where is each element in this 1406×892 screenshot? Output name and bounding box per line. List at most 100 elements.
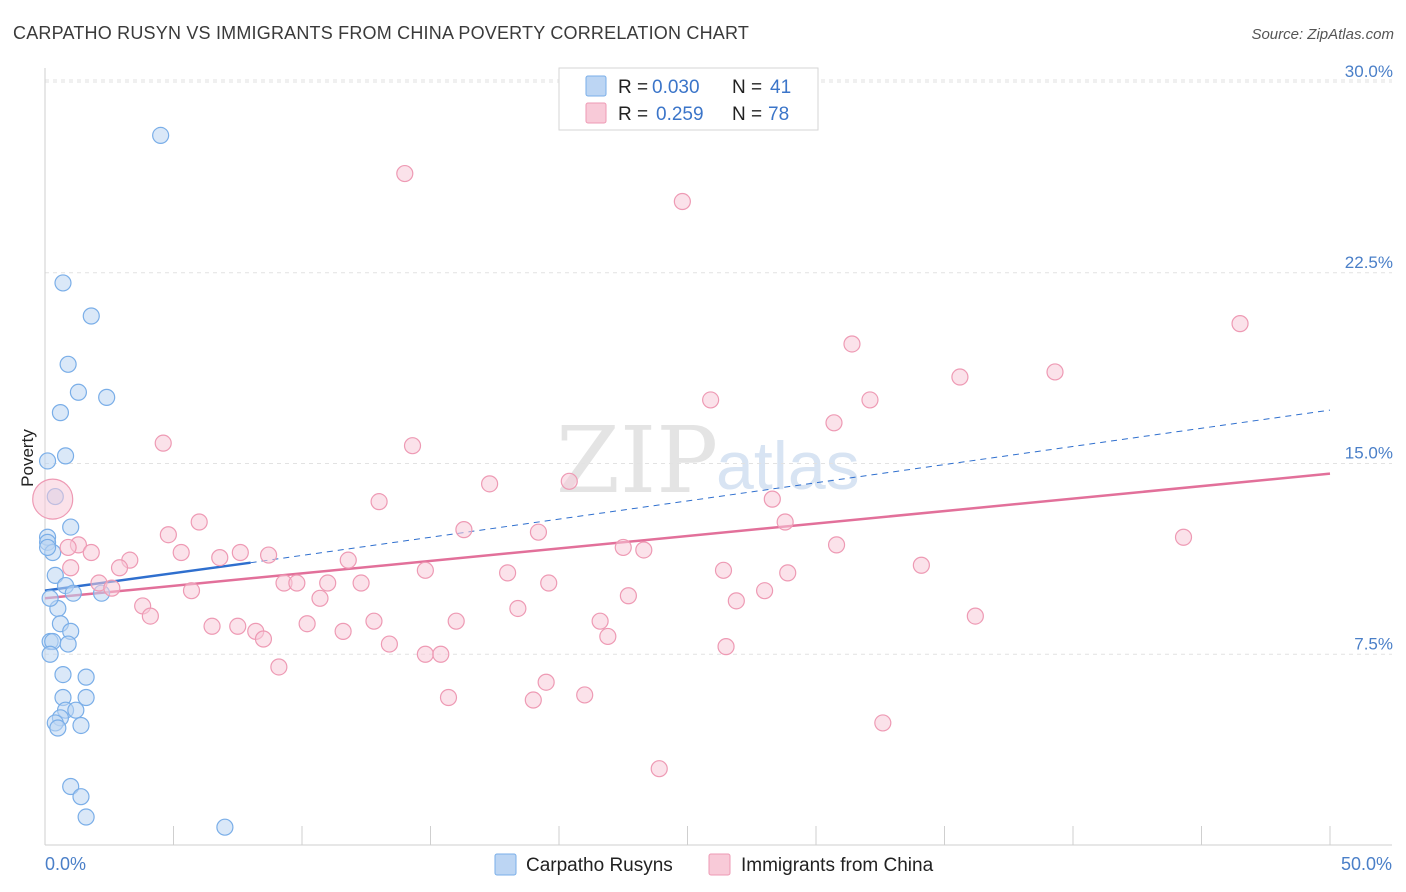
y-tick-label: 30.0% <box>1345 62 1393 81</box>
point-carpatho-rusyns <box>62 518 80 536</box>
point-immigrants-china <box>432 645 450 663</box>
series-legend-label-immigrants-china: Immigrants from China <box>741 855 934 876</box>
point-immigrants-china <box>416 645 434 663</box>
point-carpatho-rusyns <box>72 716 90 735</box>
point-carpatho-rusyns <box>77 668 95 686</box>
point-immigrants-china <box>154 434 172 452</box>
point-immigrants-china <box>537 673 555 691</box>
trend-lines <box>44 409 1331 600</box>
legend-r-value-0: 0.030 <box>652 77 700 98</box>
point-immigrants-china <box>103 579 121 597</box>
watermark-atlas: atlas <box>716 428 860 504</box>
point-immigrants-china <box>529 523 548 541</box>
point-immigrants-china <box>843 335 861 353</box>
y-tick-label: 22.5% <box>1345 253 1393 272</box>
point-carpatho-rusyns <box>59 355 77 373</box>
legend-n-label-0: N = <box>732 77 762 98</box>
point-immigrants-china <box>32 478 74 520</box>
y-axis-label: Poverty <box>18 429 37 487</box>
point-immigrants-china <box>874 714 892 732</box>
point-immigrants-china <box>254 630 273 648</box>
point-immigrants-china <box>455 521 473 539</box>
point-immigrants-china <box>499 564 517 582</box>
point-immigrants-china <box>524 691 542 709</box>
point-carpatho-rusyns <box>98 388 116 406</box>
point-immigrants-china <box>951 368 969 386</box>
point-immigrants-china <box>1174 528 1193 546</box>
y-tick-label: 7.5% <box>1354 634 1393 653</box>
point-immigrants-china <box>190 513 208 531</box>
x-tick-label: 50.0% <box>1341 854 1392 874</box>
point-immigrants-china <box>59 538 77 557</box>
trend-line-immigrants-china <box>44 472 1331 600</box>
point-immigrants-china <box>370 493 388 511</box>
legend-r-label-0: R = <box>618 77 648 98</box>
point-immigrants-china <box>755 582 774 600</box>
trend-line-carpatho-rusyns-extension <box>250 409 1331 564</box>
point-carpatho-rusyns <box>38 538 57 557</box>
legend-n-label-1: N = <box>732 104 762 125</box>
point-immigrants-china <box>912 556 930 574</box>
chart-title: CARPATHO RUSYN VS IMMIGRANTS FROM CHINA … <box>13 23 749 43</box>
point-immigrants-china <box>182 582 201 600</box>
point-immigrants-china <box>673 192 691 211</box>
trend-line-carpatho-rusyns <box>44 561 251 592</box>
point-immigrants-china <box>702 391 720 409</box>
stats-legend: R = 0.030 N = 41 R = 0.259 N = 78 <box>558 67 819 131</box>
point-immigrants-china <box>311 589 329 607</box>
point-immigrants-china <box>635 541 653 559</box>
point-immigrants-china <box>591 612 609 630</box>
point-immigrants-china <box>298 615 316 633</box>
point-immigrants-china <box>614 538 632 557</box>
point-immigrants-china <box>352 574 370 592</box>
point-immigrants-china <box>365 612 383 630</box>
point-immigrants-china <box>403 437 422 455</box>
legend-n-value-1: 78 <box>768 104 789 125</box>
point-immigrants-china <box>447 612 465 630</box>
point-carpatho-rusyns <box>38 452 57 470</box>
point-carpatho-rusyns <box>82 307 100 325</box>
point-carpatho-rusyns <box>41 589 59 607</box>
series-legend-swatch-immigrants-china <box>708 853 731 876</box>
point-carpatho-rusyns <box>72 788 90 806</box>
point-immigrants-china <box>717 638 735 656</box>
series-points-0 <box>38 126 234 836</box>
point-immigrants-china <box>172 543 190 562</box>
point-immigrants-china <box>576 686 594 704</box>
point-immigrants-china <box>1231 315 1249 333</box>
point-immigrants-china <box>334 622 352 640</box>
point-immigrants-china <box>416 561 434 579</box>
legend-swatch-carpatho-rusyns <box>585 75 607 97</box>
point-immigrants-china <box>62 559 80 577</box>
point-carpatho-rusyns <box>54 665 72 684</box>
tick-labels: 7.5% 15.0% 22.5% 30.0% 0.0% 50.0% <box>45 62 1393 874</box>
point-carpatho-rusyns <box>41 645 59 663</box>
point-immigrants-china <box>727 592 745 610</box>
point-immigrants-china <box>439 688 458 707</box>
point-carpatho-rusyns <box>67 701 85 719</box>
point-carpatho-rusyns <box>46 566 64 585</box>
point-immigrants-china <box>966 607 984 625</box>
point-carpatho-rusyns <box>77 688 95 707</box>
point-immigrants-china <box>259 546 278 564</box>
chart-source: Source: ZipAtlas.com <box>1251 26 1394 43</box>
point-carpatho-rusyns <box>59 635 77 653</box>
point-immigrants-china <box>319 574 337 592</box>
point-carpatho-rusyns <box>69 383 88 401</box>
series-legend-swatch-carpatho-rusyns <box>494 853 517 876</box>
point-carpatho-rusyns <box>51 404 70 422</box>
point-immigrants-china <box>203 617 221 635</box>
legend-r-label-1: R = <box>618 104 648 125</box>
point-carpatho-rusyns <box>49 719 67 737</box>
point-carpatho-rusyns <box>56 447 75 465</box>
point-immigrants-china <box>540 574 558 592</box>
point-immigrants-china <box>650 760 668 778</box>
point-immigrants-china <box>619 587 637 605</box>
x-tick-label: 0.0% <box>45 854 86 874</box>
point-immigrants-china <box>825 414 843 432</box>
series-points-1 <box>32 164 1249 778</box>
point-carpatho-rusyns <box>216 818 234 836</box>
point-immigrants-china <box>714 561 733 579</box>
point-immigrants-china <box>481 475 499 493</box>
